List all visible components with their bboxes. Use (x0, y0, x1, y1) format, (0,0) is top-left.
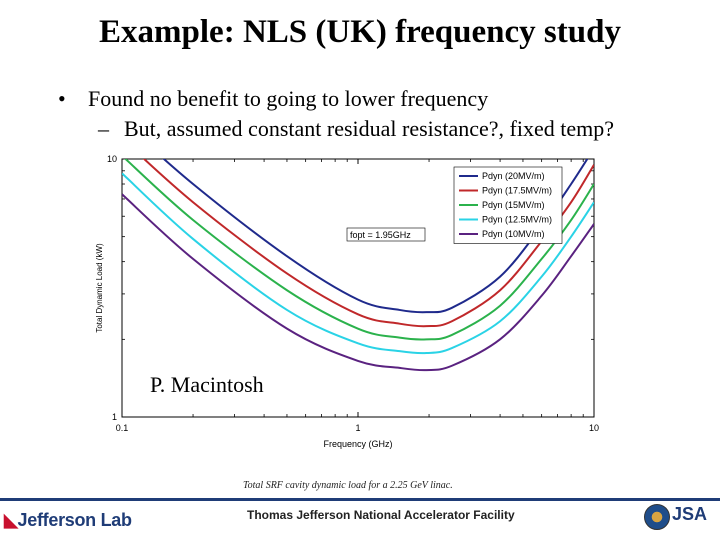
y-tick-label: 10 (107, 154, 117, 164)
legend-label: Pdyn (12.5MV/m) (482, 215, 552, 225)
legend-label: Pdyn (20MV/m) (482, 171, 545, 181)
legend-label: Pdyn (15MV/m) (482, 200, 545, 210)
series-line (122, 172, 594, 355)
jefferson-lab-logo: ◣Jefferson Lab (4, 510, 132, 531)
x-axis-label: Frequency (GHz) (323, 439, 392, 449)
legend-label: Pdyn (10MV/m) (482, 229, 545, 239)
series-line (124, 159, 594, 341)
y-axis-label: Total Dynamic Load (kW) (95, 243, 104, 333)
x-tick-label: 0.1 (116, 423, 129, 433)
annotation-box (346, 227, 426, 242)
doe-seal-icon (644, 504, 670, 530)
annotation-text: fopt = 1.95GHz (350, 230, 411, 240)
figure-caption: Total SRF cavity dynamic load for a 2.25… (243, 480, 453, 491)
legend: Pdyn (20MV/m) Pdyn (17.5MV/m) Pdyn (15MV/m… (453, 166, 563, 244)
sub-bullet-marker: – (98, 116, 109, 141)
series-line (122, 193, 594, 372)
bullet-text: Found no benefit to going to lower frequ… (88, 86, 489, 111)
sub-bullet-item: – But, assumed constant residual resista… (58, 114, 614, 144)
footer-divider (0, 498, 720, 501)
x-tick-label: 10 (589, 423, 599, 433)
legend-label: Pdyn (17.5MV/m) (482, 186, 552, 196)
footer-bar: ◣Jefferson Lab Thomas Jefferson National… (0, 498, 720, 540)
logo-swoosh-icon: ◣ (4, 510, 18, 530)
bullet-item: • Found no benefit to going to lower fre… (58, 84, 614, 114)
bullet-list: • Found no benefit to going to lower fre… (58, 84, 614, 144)
x-tick-label: 1 (355, 423, 360, 433)
bullet-marker: • (58, 86, 66, 111)
sub-bullet-text: But, assumed constant residual resistanc… (124, 116, 614, 141)
jsa-logo: JSA (672, 504, 708, 524)
facility-name: Thomas Jefferson National Accelerator Fa… (247, 508, 515, 522)
author-credit: P. Macintosh (150, 372, 264, 397)
slide-title: Example: NLS (UK) frequency study (99, 14, 621, 50)
logo-text: Jefferson Lab (17, 510, 132, 530)
y-tick-label: 1 (112, 412, 117, 422)
